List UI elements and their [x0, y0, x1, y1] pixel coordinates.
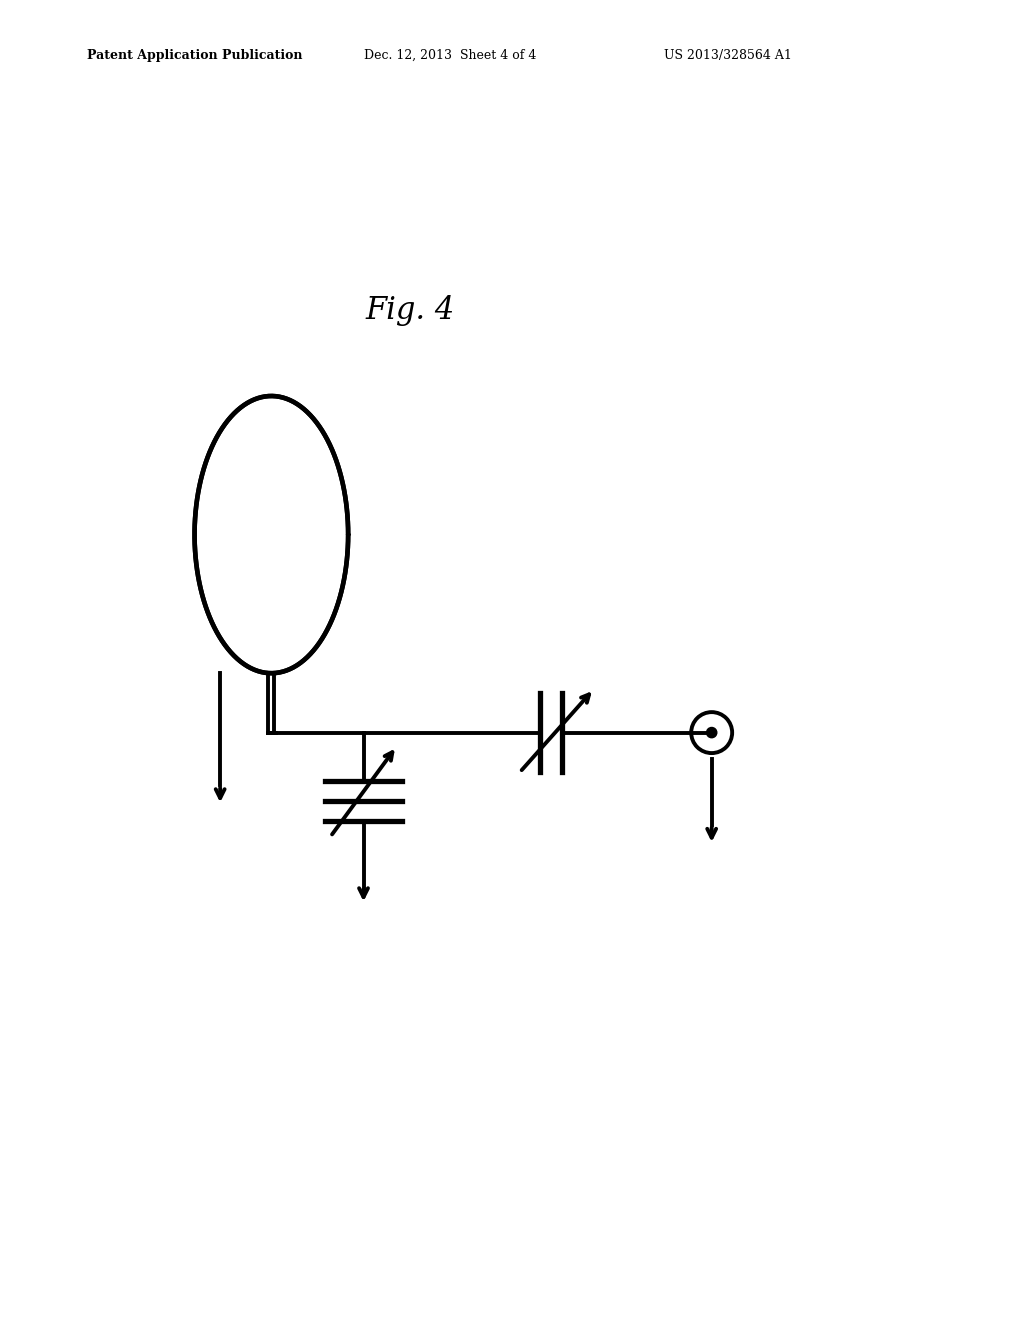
Text: Dec. 12, 2013  Sheet 4 of 4: Dec. 12, 2013 Sheet 4 of 4 — [364, 49, 536, 62]
Text: US 2013/328564 A1: US 2013/328564 A1 — [664, 49, 792, 62]
Circle shape — [707, 727, 717, 738]
Text: Patent Application Publication: Patent Application Publication — [87, 49, 302, 62]
Text: Fig. 4: Fig. 4 — [365, 294, 455, 326]
